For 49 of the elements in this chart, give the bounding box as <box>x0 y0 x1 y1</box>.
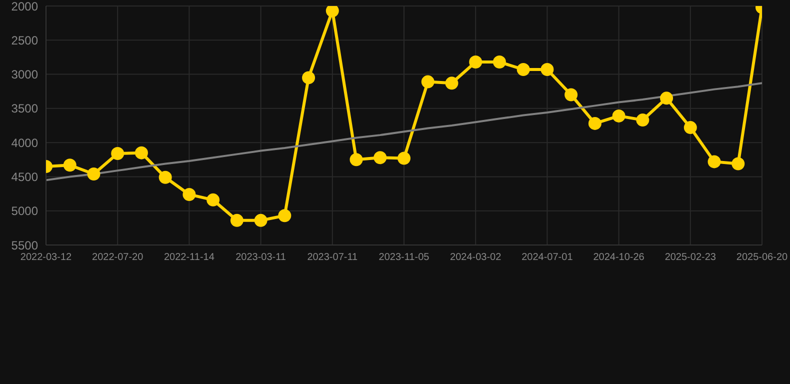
point <box>660 92 674 105</box>
point <box>206 193 220 206</box>
x-tick-label: 2022-03-12 <box>20 252 72 264</box>
point <box>684 121 697 134</box>
point <box>87 167 100 180</box>
point <box>421 75 434 88</box>
x-tick-label: 2023-07-11 <box>307 252 358 264</box>
y-tick-label: 3000 <box>11 68 38 82</box>
point <box>278 209 292 222</box>
x-tick-label: 2025-02-23 <box>664 252 716 264</box>
x-tick-label: 2024-10-26 <box>593 252 645 264</box>
point <box>516 63 530 76</box>
point <box>708 155 721 168</box>
point <box>111 146 124 160</box>
point <box>230 214 244 227</box>
x-tick-label: 2025-06-20 <box>736 252 788 264</box>
point <box>63 158 76 172</box>
point <box>398 152 410 165</box>
y-tick-label: 5500 <box>11 238 38 252</box>
point <box>326 6 339 18</box>
point <box>134 146 148 160</box>
point <box>636 114 650 127</box>
point <box>254 214 268 227</box>
x-tick-label: 2024-03-02 <box>450 252 502 264</box>
y-tick-label: 2000 <box>11 0 38 14</box>
point <box>158 170 172 184</box>
point <box>564 88 578 102</box>
point <box>350 153 363 166</box>
point <box>182 188 196 201</box>
x-tick-label: 2023-03-11 <box>236 252 286 264</box>
x-tick-label: 2023-11-05 <box>378 252 430 264</box>
point <box>540 63 554 76</box>
point <box>588 116 602 130</box>
y-tick-label: 4500 <box>11 170 38 184</box>
point <box>732 157 745 170</box>
y-tick-label: 2500 <box>11 33 38 48</box>
point <box>302 71 316 84</box>
x-tick-label: 2022-07-20 <box>92 252 144 264</box>
point <box>374 151 387 164</box>
point <box>469 55 482 68</box>
y-tick-label: 4000 <box>11 136 38 150</box>
point <box>445 76 458 90</box>
y-tick-label: 3500 <box>11 102 38 116</box>
x-tick-label: 2024-07-01 <box>522 252 574 264</box>
line-series <box>46 82 762 182</box>
point <box>612 109 626 122</box>
x-tick-label: 2022-11-14 <box>164 252 215 264</box>
y-tick-label: 5000 <box>11 204 38 218</box>
point <box>492 55 506 68</box>
